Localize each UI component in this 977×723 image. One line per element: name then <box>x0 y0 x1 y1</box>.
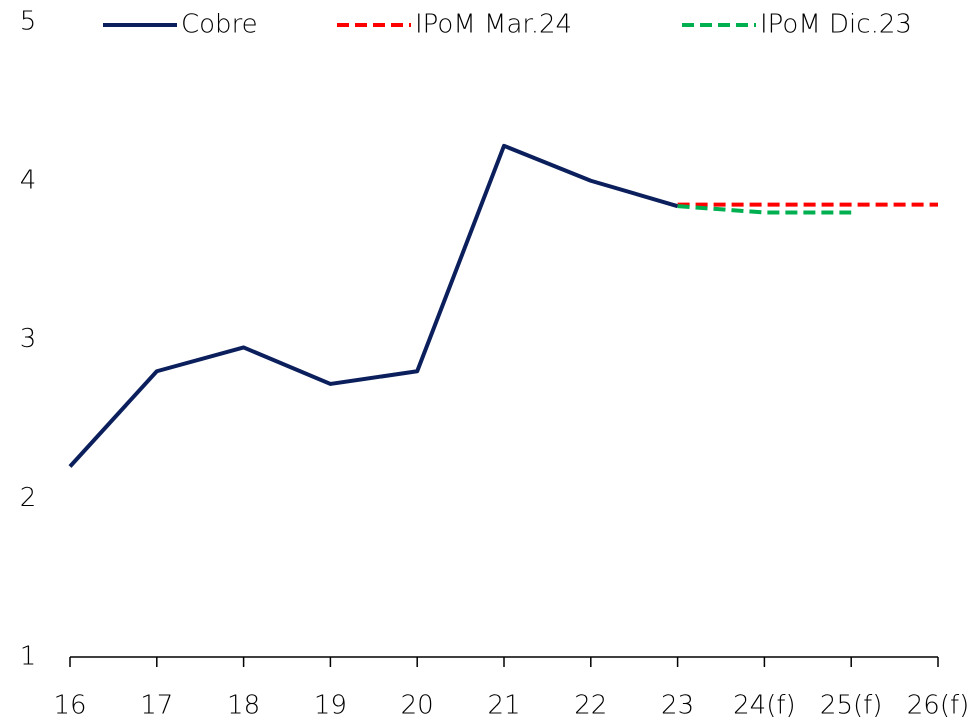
y-tick-label: 5 <box>20 7 37 37</box>
x-tick-label: 17 <box>140 691 173 721</box>
legend-label: IPoM Mar.24 <box>415 10 572 40</box>
x-tick-label: 18 <box>227 691 260 721</box>
legend-label: Cobre <box>181 10 258 40</box>
x-tick-label: 21 <box>487 691 520 721</box>
x-tick-label: 25(f) <box>820 691 883 721</box>
y-tick-label: 3 <box>20 324 37 354</box>
x-tick-label: 16 <box>53 691 86 721</box>
line-series <box>677 204 852 215</box>
x-tick-label: 23 <box>661 691 694 721</box>
x-tick-label: 19 <box>314 691 347 721</box>
x-tick-label: 20 <box>401 691 434 721</box>
x-tick-label: 24(f) <box>733 691 796 721</box>
line-series <box>68 143 679 468</box>
y-tick-label: 4 <box>20 165 37 195</box>
x-tick-label: 22 <box>574 691 607 721</box>
y-tick-label: 1 <box>20 642 37 672</box>
y-tick-label: 2 <box>20 483 37 513</box>
x-tick-label: 26(f) <box>907 691 970 721</box>
legend-label: IPoM Dic.23 <box>760 10 912 40</box>
